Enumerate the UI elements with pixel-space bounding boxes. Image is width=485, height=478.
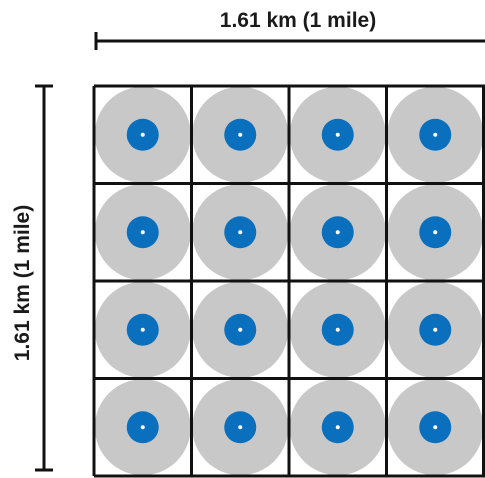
grid-cell <box>289 379 386 476</box>
grid-cell <box>192 184 289 281</box>
center-dot <box>140 132 145 137</box>
center-dot <box>433 425 438 430</box>
grid-cell <box>387 379 484 476</box>
center-dot <box>238 230 243 235</box>
center-dot <box>433 327 438 332</box>
center-dot <box>433 132 438 137</box>
grid-cell <box>192 379 289 476</box>
grid-lines <box>92 84 485 478</box>
center-dot <box>238 132 243 137</box>
center-dot <box>140 425 145 430</box>
grid-cell <box>94 184 191 281</box>
grid-cell <box>289 281 386 378</box>
center-dot <box>238 425 243 430</box>
left-dimension: 1.61 km (1 mile) <box>11 84 53 472</box>
center-dot <box>335 425 340 430</box>
top-dimension-label: 1.61 km (1 mile) <box>220 9 376 32</box>
grid-cell <box>289 184 386 281</box>
grid-cell <box>192 86 289 183</box>
grid-cell <box>94 86 191 183</box>
grid-cell <box>289 86 386 183</box>
center-dot <box>140 230 145 235</box>
grid-cell <box>387 281 484 378</box>
left-dimension-label: 1.61 km (1 mile) <box>11 205 34 361</box>
grid-cell <box>387 86 484 183</box>
grid-cell <box>94 281 191 378</box>
center-dot <box>238 327 243 332</box>
center-dot <box>335 132 340 137</box>
top-dimension: 1.61 km (1 mile) <box>94 9 485 50</box>
grid-cell <box>192 281 289 378</box>
center-dot <box>335 230 340 235</box>
grid-cell <box>387 184 484 281</box>
center-dot <box>140 327 145 332</box>
grid-cell <box>94 379 191 476</box>
center-dot <box>433 230 438 235</box>
center-dot <box>335 327 340 332</box>
grid-cells <box>94 86 484 476</box>
